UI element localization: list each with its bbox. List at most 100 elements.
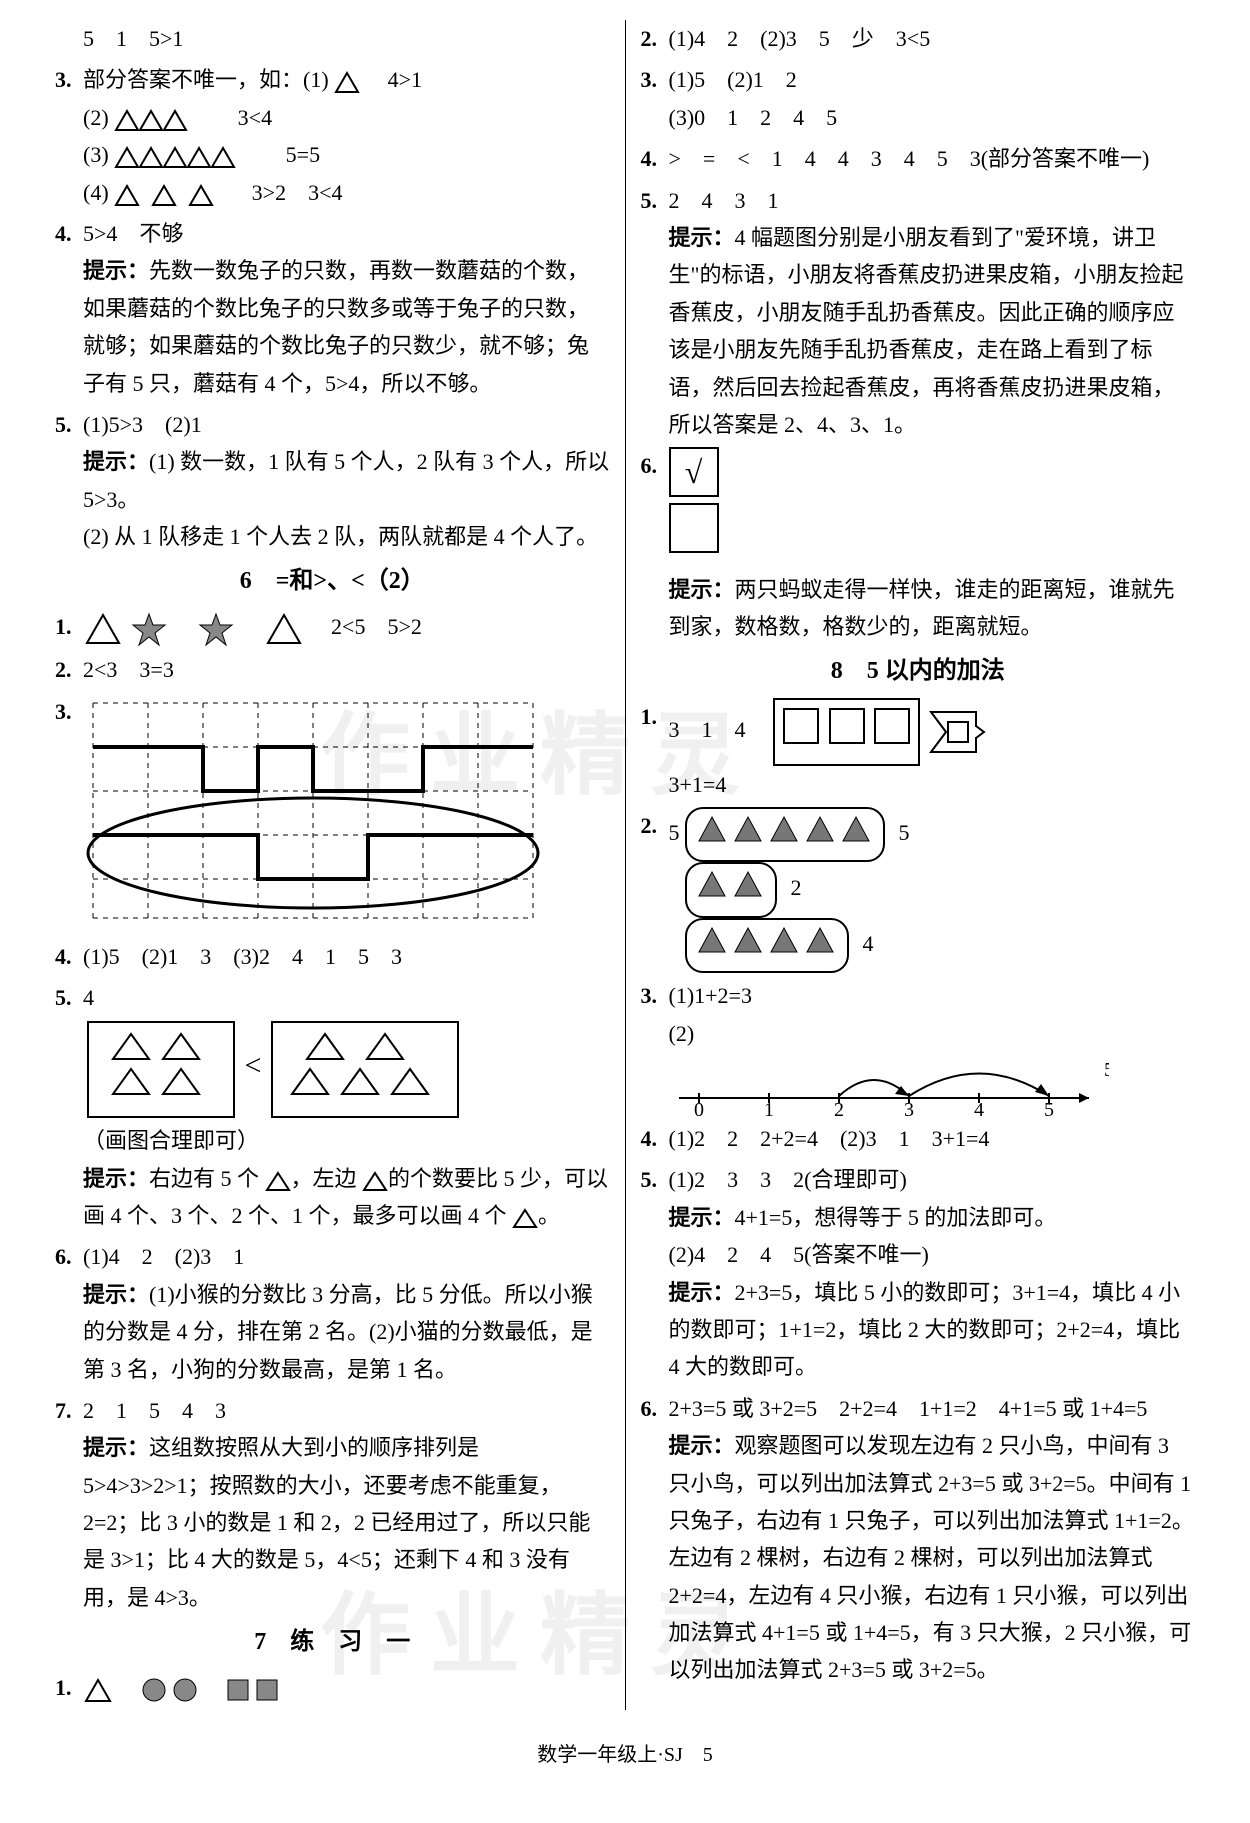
tip-text: ，左边	[291, 1166, 357, 1191]
triangle-icon	[264, 611, 304, 647]
item-number: 2.	[55, 651, 83, 688]
text: (1)5 (2)1 2	[669, 67, 797, 92]
item-number: 1.	[55, 1669, 83, 1706]
compare-sign: <	[245, 1049, 262, 1082]
number-line-diagram: 012 345 5	[669, 1056, 1109, 1116]
triangle-icon	[512, 1207, 538, 1229]
text: (2)4 2 4 5(答案不唯一)	[669, 1242, 929, 1267]
item-number: 1.	[55, 608, 83, 647]
tip-label: 提示：	[83, 1282, 149, 1307]
text: 3>2 3<4	[230, 180, 343, 205]
tip-label: 提示：	[669, 577, 735, 602]
text: (1)5 (2)1 2 (3)0 1 2 4 5	[669, 61, 1196, 136]
tip-label: 提示：	[669, 1280, 735, 1305]
item-number: 2.	[641, 20, 669, 57]
s8-item-2: 2. 5 5 5 2 5	[641, 807, 1196, 973]
s6-item-4: 4. (1)5 (2)1 3 (3)2 4 1 5 3	[55, 938, 610, 975]
text: (2)	[669, 1021, 695, 1046]
text: (3)	[83, 142, 109, 167]
triangle-icon	[114, 145, 258, 169]
tip-text: (2) 从 1 队移走 1 个人去 2 队，两队就都是 4 个人了。	[83, 524, 598, 549]
item-number: 6.	[55, 1238, 83, 1388]
text: (1)1+2=3 (2) 012 345 5	[669, 977, 1196, 1116]
s7-item-1: 1.	[55, 1669, 610, 1706]
triangle-icon	[114, 108, 210, 132]
text: (1)4 2 (2)3 1 提示：(1)小猴的分数比 3 分高，比 5 分低。所…	[83, 1238, 610, 1388]
item-number: 5.	[55, 979, 83, 1234]
item-number: 4.	[55, 938, 83, 975]
tip-label: 提示：	[83, 1166, 149, 1191]
text: (4)	[83, 180, 109, 205]
r-item-3: 3. (1)5 (2)1 2 (3)0 1 2 4 5	[641, 61, 1196, 136]
item-number: 5.	[55, 406, 83, 556]
text: (2)	[83, 105, 109, 130]
svg-text:3: 3	[904, 1099, 914, 1116]
s6-item-1: 1. 2<5 5>2	[55, 608, 610, 647]
svg-text:1: 1	[764, 1099, 774, 1116]
square-group	[773, 698, 920, 765]
text: 3 1 4 3+1=4	[669, 698, 1196, 803]
item-number: 5.	[641, 1161, 669, 1385]
check-box-empty	[669, 503, 719, 553]
answer-item-3: 3. 部分答案不唯一，如：(1) 4>1 (2) 3<4 (3) 5=5 (4)	[55, 61, 610, 211]
text: 5	[669, 820, 680, 845]
text: (1)2 2 2+2=4 (2)3 1 3+1=4	[669, 1120, 1196, 1157]
count-label: 2	[791, 875, 802, 900]
tip-text: (1)小猴的分数比 3 分高，比 5 分低。所以小猴的分数是 4 分，排在第 2…	[83, 1282, 593, 1382]
count-label: 5	[899, 820, 910, 845]
svg-text:2: 2	[834, 1099, 844, 1116]
item-number: 7.	[55, 1392, 83, 1616]
section-8-title: 8 5 以内的加法	[641, 651, 1196, 692]
svg-text:0: 0	[694, 1099, 704, 1116]
s6-item-2: 2. 2<3 3=3	[55, 651, 610, 688]
triangles-4	[101, 1029, 221, 1099]
section-7-title: 7 练 习 一	[55, 1622, 610, 1663]
equation-text: 3+1=4	[669, 772, 727, 797]
tip-label: 提示：	[83, 449, 149, 474]
text: (1)5>3 (2)1	[83, 412, 202, 437]
tip-text: 先数一数兔子的只数，再数一数蘑菇的个数，如果蘑菇的个数比兔子的只数多或等于兔子的…	[83, 258, 589, 395]
triangle-icon	[83, 611, 123, 647]
item-number: 2.	[641, 807, 669, 973]
text: √ 提示：两只蚂蚁走得一样快，谁走的距离短，谁就先到家，数格数，格数少的，距离就…	[669, 447, 1196, 645]
text: (3)0 1 2 4 5	[669, 105, 838, 130]
s8-item-4: 4. (1)2 2 2+2=4 (2)3 1 3+1=4	[641, 1120, 1196, 1157]
text: 2+3=5 或 3+2=5 2+2=4 1+1=2 4+1=5 或 1+4=5	[669, 1396, 1148, 1421]
triangle-row-5	[685, 807, 885, 862]
square-icon	[783, 708, 819, 744]
text: (1)1+2=3	[669, 983, 752, 1008]
text: 5 1 5>1	[55, 20, 610, 57]
tip-text: 观察题图可以发现左边有 2 只小鸟，中间有 3 只小鸟，可以列出加法算式 2+3…	[669, 1433, 1194, 1682]
svg-text:4: 4	[974, 1099, 984, 1116]
text: (1)2 3 3 2(合理即可)	[669, 1167, 907, 1192]
item-number: 3.	[641, 977, 669, 1116]
triangle-icon	[334, 70, 360, 94]
text: 部分答案不唯一，如：(1) 4>1 (2) 3<4 (3) 5=5 (4)	[83, 61, 610, 211]
text: 3<4	[216, 105, 272, 130]
text: (1)5 (2)1 3 (3)2 4 1 5 3	[83, 938, 610, 975]
check-box-checked: √	[669, 447, 719, 497]
triangle-icon	[362, 1170, 388, 1192]
triangle-icon	[114, 183, 224, 207]
tip-text: 4+1=5，想得等于 5 的加法即可。	[735, 1205, 1057, 1230]
text: 2 4 3 1 提示：4 幅题图分别是小朋友看到了"爱环境，讲卫生"的标语，小朋…	[669, 182, 1196, 444]
r-item-4: 4. > = < 1 4 4 3 4 5 3(部分答案不唯一)	[641, 140, 1196, 177]
item-number: 6.	[641, 1390, 669, 1689]
item-number: 3.	[55, 693, 83, 934]
shapes-row	[83, 1669, 610, 1706]
square-icon	[226, 1678, 250, 1702]
r-item-6: 6. √ 提示：两只蚂蚁走得一样快，谁走的距离短，谁就先到家，数格数，格数少的，…	[641, 447, 1196, 645]
item-number: 4.	[55, 215, 83, 402]
text: 2 4 3 1	[669, 188, 779, 213]
note-text: （画图合理即可）	[83, 1128, 259, 1153]
tip-label: 提示：	[83, 258, 149, 283]
tip-text: 两只蚂蚁走得一样快，谁走的距离短，谁就先到家，数格数，格数少的，距离就短。	[669, 577, 1175, 639]
text: 2<5 5>2	[309, 614, 422, 639]
text: 4>1	[366, 67, 422, 92]
r-item-5: 5. 2 4 3 1 提示：4 幅题图分别是小朋友看到了"爱环境，讲卫生"的标语…	[641, 182, 1196, 444]
star-icon	[196, 611, 236, 647]
text: (1)4 2 (2)3 5 少 3<5	[669, 20, 1196, 57]
text: 部分答案不唯一，如：(1)	[83, 67, 329, 92]
grid-diagram	[83, 693, 610, 934]
text: > = < 1 4 4 3 4 5 3(部分答案不唯一)	[669, 140, 1196, 177]
